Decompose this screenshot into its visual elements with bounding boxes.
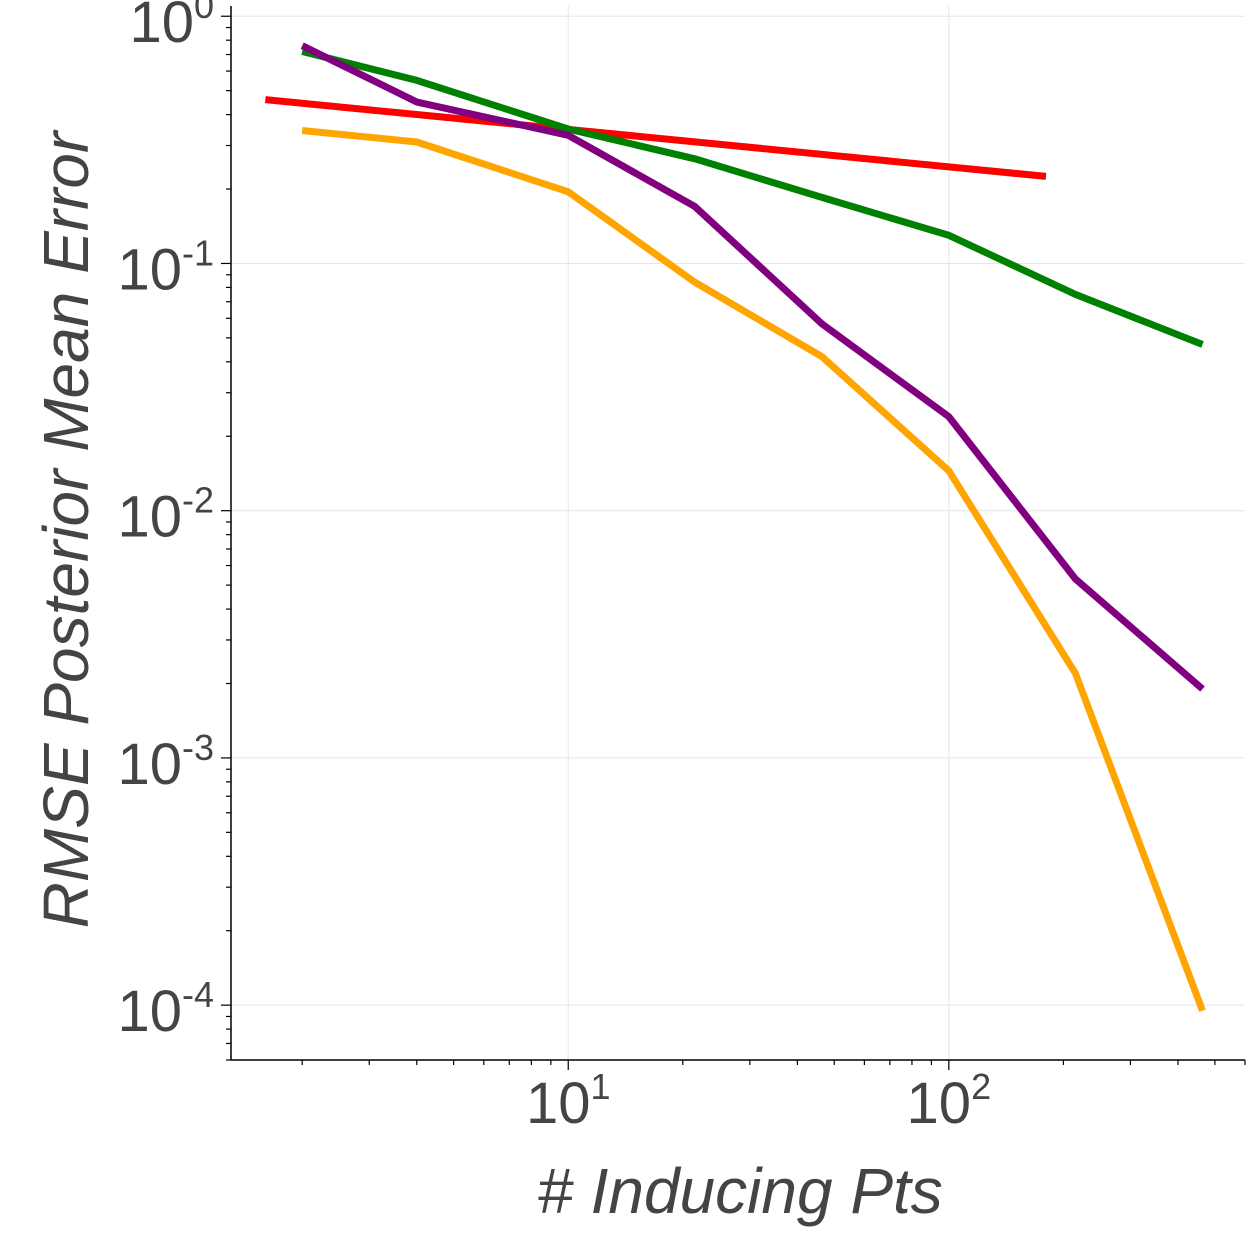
tick-labels: 101 102 100 10-1 10-2 10-3 10-4 bbox=[117, 0, 991, 1136]
series-lines bbox=[264, 42, 1206, 1012]
y-tick-label: 10-1 bbox=[117, 232, 214, 302]
x-axis-title: # Inducing Pts bbox=[537, 1155, 943, 1227]
series-line-purple bbox=[300, 42, 1205, 692]
series-line-green bbox=[301, 48, 1204, 348]
y-tick-label: 10-3 bbox=[117, 727, 214, 797]
grid bbox=[231, 6, 1245, 1060]
y-tick-label: 100 bbox=[129, 0, 214, 55]
y-axis-title: RMSE Posterior Mean Error bbox=[30, 129, 102, 928]
series-line-orange bbox=[301, 127, 1206, 1012]
x-tick-label: 101 bbox=[526, 1066, 611, 1136]
y-tick-label: 10-4 bbox=[117, 974, 214, 1044]
series-line-red bbox=[264, 96, 1047, 180]
x-tick-label: 102 bbox=[907, 1066, 992, 1136]
y-tick-label: 10-2 bbox=[117, 480, 214, 550]
plot-frame bbox=[230, 6, 1245, 1061]
tick-marks bbox=[221, 15, 1246, 1070]
